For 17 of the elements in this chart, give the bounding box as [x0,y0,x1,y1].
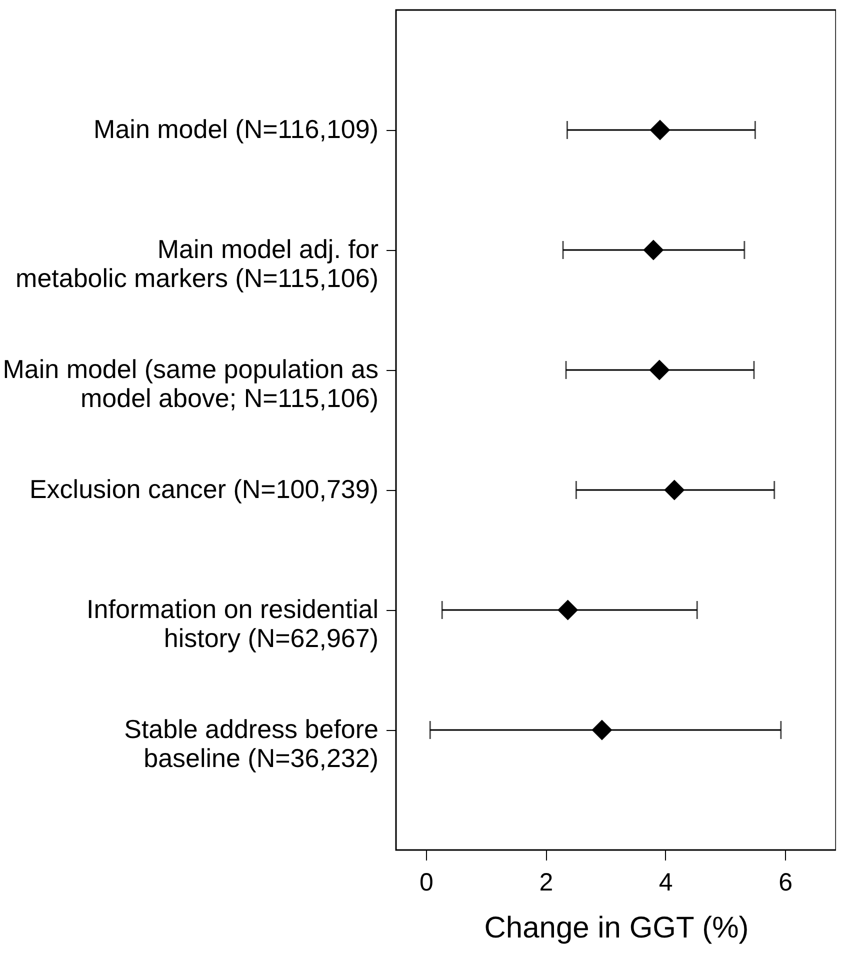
y-tick-label: Stable address before baseline (N=36,232) [124,714,378,773]
point [643,240,664,260]
x-tick-label: 6 [778,868,793,896]
x-axis-title: Change in GGT (%) [484,912,749,944]
y-tick-label: Information on residential history (N=62,967) [86,594,378,653]
point [650,120,670,140]
y-tick-label: Main model (same population as model above; N=115,106) [2,354,378,413]
y-tick-label: Main model (N=116,109) [94,114,378,144]
y-tick-label: Main model adj. for metabolic markers (N=115,106) [16,234,379,293]
x-tick-label: 4 [658,868,673,896]
y-tick-label: Exclusion cancer (N=100,739) [29,474,378,504]
point [649,360,670,380]
point [558,600,578,620]
point [592,720,612,740]
point [664,480,685,500]
x-tick-label: 0 [419,868,434,896]
x-tick-label: 2 [539,868,554,896]
